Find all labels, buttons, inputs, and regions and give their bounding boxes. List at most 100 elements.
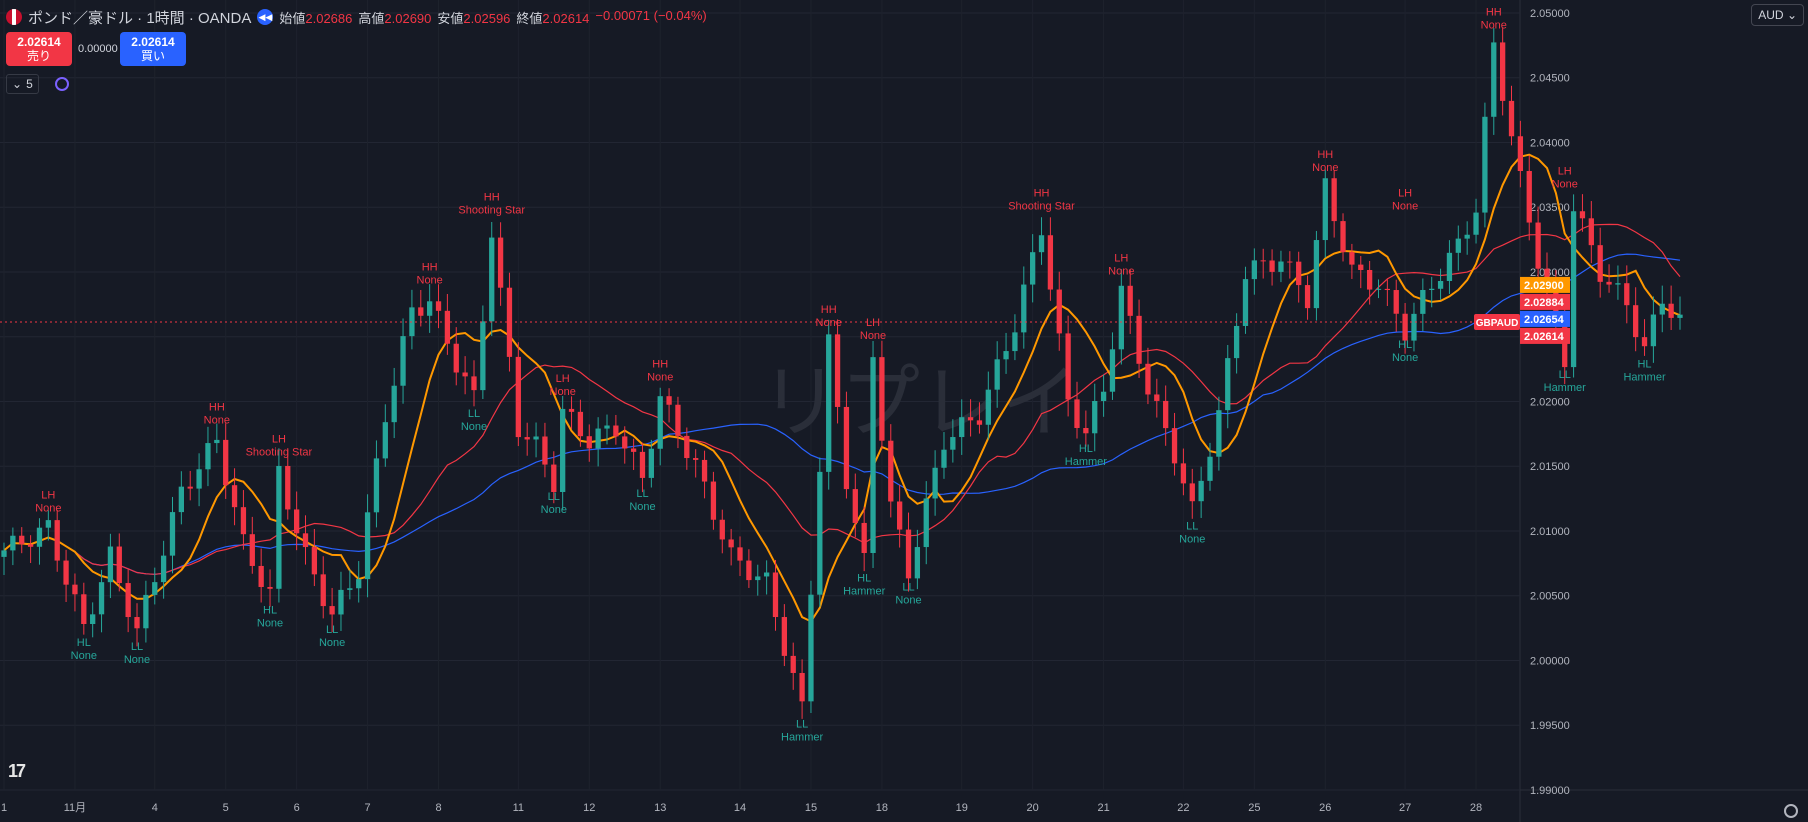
candle-body (613, 425, 619, 437)
change-value: −0.00071 (−0.04%) (595, 7, 707, 23)
candle-body (435, 301, 442, 311)
candle-body (1242, 279, 1249, 326)
candle-body (1, 550, 7, 557)
swing-label-top: HH (422, 261, 438, 273)
swing-label-bottom: None (319, 637, 345, 649)
candle-body (701, 459, 708, 482)
candle-body (1278, 261, 1284, 272)
candle-body (1588, 218, 1594, 246)
sync-icon[interactable] (54, 77, 69, 91)
y-tick-label: 2.01500 (1530, 461, 1570, 473)
candle-body (1411, 313, 1417, 341)
swing-label-bottom: None (35, 502, 61, 514)
candle-body (81, 594, 87, 625)
candle-body (657, 396, 663, 449)
x-tick-label: 5 (223, 802, 229, 814)
replay-icon[interactable]: ◀◀ (257, 9, 274, 25)
swing-label-bottom: Hammer (1544, 382, 1587, 394)
indicator-toggle-button[interactable]: ⌄ 5 (6, 74, 39, 94)
candle-body (223, 439, 229, 486)
x-tick-label: 19 (956, 802, 968, 814)
candle-body (1517, 136, 1524, 172)
swing-label-bottom: None (461, 421, 487, 433)
swing-label-top: HH (484, 192, 500, 204)
currency-select[interactable]: AUD ⌄ (1751, 4, 1804, 26)
candle-body (134, 617, 140, 629)
candle-body (932, 467, 938, 499)
candle-body (1233, 325, 1240, 359)
candle-body (728, 539, 734, 548)
candle-body (1083, 427, 1089, 434)
candle-body (1499, 42, 1506, 101)
candle-body (45, 520, 51, 528)
swing-label-bottom: None (895, 594, 921, 606)
swing-label-bottom: Hammer (843, 585, 886, 597)
swing-label-bottom: None (1392, 352, 1418, 364)
candle-body (293, 509, 300, 534)
settings-gear-icon[interactable] (1784, 804, 1798, 818)
swing-label-top: HL (77, 637, 91, 649)
candle-body (1677, 314, 1683, 318)
candle-body (427, 301, 433, 316)
candle-body (1420, 289, 1426, 314)
sell-button[interactable]: 2.02614 売り (6, 32, 72, 66)
swing-label-top: LL (902, 581, 914, 593)
y-tick-label: 2.04500 (1530, 73, 1570, 85)
price-tag-bg (1520, 327, 1570, 344)
swing-label-top: LH (1114, 252, 1128, 264)
spread-value: 0.00000 (78, 43, 118, 55)
swing-label-top: HL (263, 605, 277, 617)
candle-body (817, 471, 823, 595)
candle-body (480, 321, 486, 391)
swing-label-top: HL (857, 572, 871, 584)
candle-body (1659, 303, 1665, 315)
candle-body (755, 576, 761, 581)
tradingview-logo-icon: 17 (8, 761, 26, 781)
y-tick-label: 2.01000 (1530, 526, 1570, 538)
swing-label-bottom: None (1312, 162, 1338, 174)
candle-body (1402, 313, 1408, 341)
candle-body (1429, 288, 1435, 290)
swing-label-top: LH (556, 373, 570, 385)
candle-body (622, 436, 628, 449)
candle-body (267, 586, 273, 589)
candle-body (976, 420, 983, 425)
x-tick-label: 20 (1027, 802, 1039, 814)
candle-body (1464, 234, 1470, 239)
candle-body (1296, 261, 1302, 286)
x-tick-label: 22 (1177, 802, 1189, 814)
candle-body (1269, 260, 1275, 272)
candle-body (205, 443, 211, 470)
swing-label-top: HH (1486, 6, 1502, 18)
candle-body (870, 357, 876, 554)
candle-body (763, 572, 770, 577)
candle-body (444, 310, 451, 344)
candle-body (941, 449, 947, 468)
candle-body (1615, 283, 1621, 285)
candle-body (604, 425, 610, 429)
candle-body (276, 465, 282, 589)
candle-body (1074, 399, 1080, 428)
candle-body (1508, 100, 1515, 137)
swing-label-bottom: None (1179, 534, 1205, 546)
x-tick-label: 4 (152, 802, 158, 814)
flag-icon (6, 9, 22, 25)
candle-body (27, 544, 34, 547)
candle-body (1358, 264, 1364, 270)
swing-label-bottom: None (541, 504, 567, 516)
candle-body (905, 529, 912, 579)
candle-body (1624, 283, 1630, 306)
candle-body (107, 546, 114, 583)
candle-body (1012, 332, 1018, 352)
candle-body (1118, 285, 1124, 350)
swing-label-top: LH (1398, 188, 1412, 200)
candle-body (1198, 480, 1204, 502)
x-tick-label: 18 (876, 802, 888, 814)
candle-body (196, 469, 202, 489)
candle-body (1340, 221, 1346, 253)
symbol-title[interactable]: ポンド／豪ドル · 1時間 · OANDA (28, 9, 252, 27)
candle-body (684, 435, 690, 459)
buy-button[interactable]: 2.02614 買い (120, 32, 186, 66)
candle-body (1304, 285, 1311, 309)
